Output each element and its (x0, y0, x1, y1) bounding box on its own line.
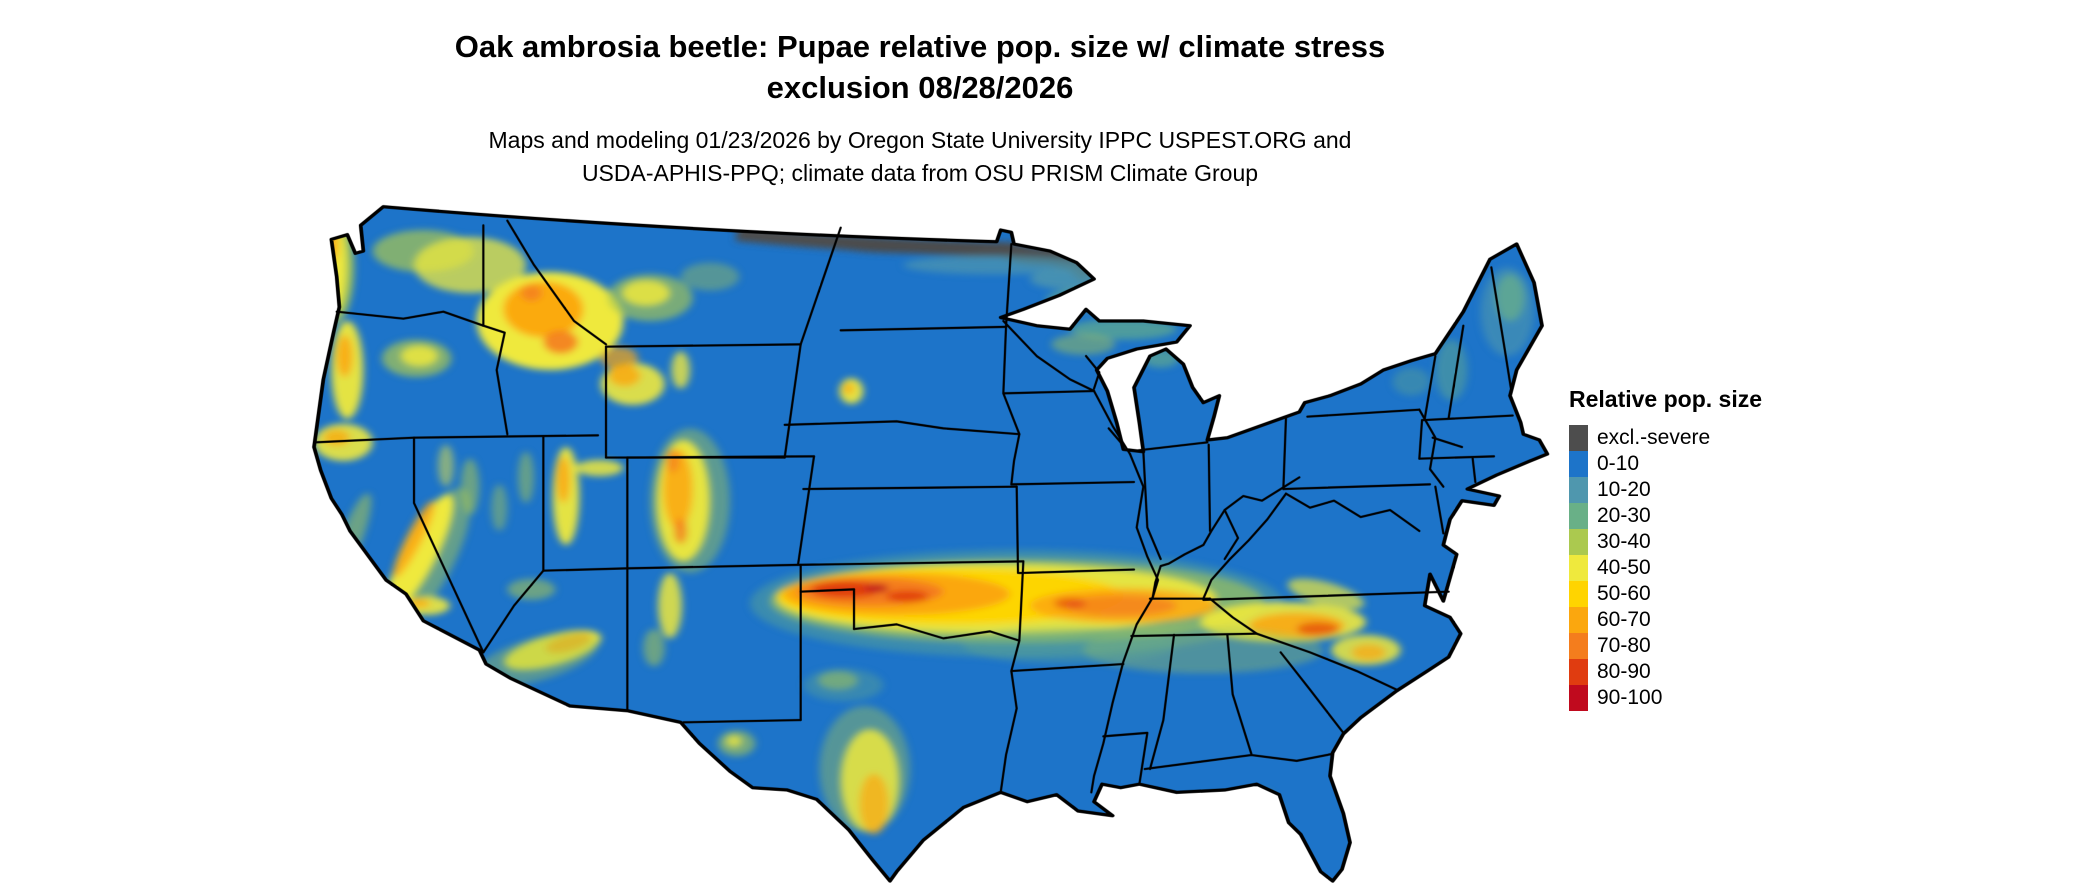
legend-item-label: 10-20 (1597, 478, 1651, 501)
legend-item-label: 80-90 (1597, 660, 1651, 683)
legend-item: 60-70 (1569, 607, 1762, 633)
legend-swatch (1569, 503, 1588, 529)
legend-item: 70-80 (1569, 633, 1762, 659)
legend-item-label: 50-60 (1597, 582, 1651, 605)
legend-swatch (1569, 477, 1588, 503)
legend-item: 50-60 (1569, 581, 1762, 607)
legend-item-label: 0-10 (1597, 452, 1640, 475)
legend-swatch (1569, 659, 1588, 685)
legend-item-label: 90-100 (1597, 686, 1663, 709)
legend-item: 10-20 (1569, 477, 1762, 503)
legend-item: excl.-severe (1569, 425, 1762, 451)
legend-swatch (1569, 529, 1588, 555)
state-borders (315, 221, 1512, 793)
legend-swatch (1569, 425, 1588, 451)
legend-swatch (1569, 633, 1588, 659)
legend-swatch (1569, 607, 1588, 633)
legend-swatch (1569, 581, 1588, 607)
subtitle-line1: Maps and modeling 01/23/2026 by Oregon S… (488, 127, 1352, 153)
header: Oak ambrosia beetle: Pupae relative pop.… (0, 26, 1840, 190)
legend-items: excl.-severe 0-10 10-20 20-30 30-40 40-50 50-6… (1569, 425, 1762, 711)
us-map (312, 204, 1550, 883)
legend-item-label: 60-70 (1597, 608, 1651, 631)
legend-item: 90-100 (1569, 685, 1762, 711)
legend-swatch (1569, 451, 1588, 477)
legend-item-label: excl.-severe (1597, 426, 1711, 449)
legend-item: 80-90 (1569, 659, 1762, 685)
legend-title: Relative pop. size (1569, 386, 1763, 412)
page-title-line1: Oak ambrosia beetle: Pupae relative pop.… (454, 29, 1386, 64)
legend-item-label: 20-30 (1597, 504, 1651, 527)
legend-item: 30-40 (1569, 529, 1762, 555)
legend-item: 20-30 (1569, 503, 1762, 529)
legend-swatch (1569, 555, 1588, 581)
legend-item-label: 30-40 (1597, 530, 1651, 553)
legend-item: 40-50 (1569, 555, 1762, 581)
subtitle: Maps and modeling 01/23/2026 by Oregon S… (0, 124, 1840, 190)
subtitle-line2: USDA-APHIS-PPQ; climate data from OSU PR… (581, 160, 1259, 186)
legend-swatch (1569, 685, 1588, 711)
legend-item-label: 70-80 (1597, 634, 1651, 657)
legend-item-label: 40-50 (1597, 556, 1651, 579)
page-title-line2: exclusion 08/28/2026 (766, 70, 1074, 105)
legend-item: 0-10 (1569, 451, 1762, 477)
population-raster (314, 206, 1548, 881)
legend: Relative pop. size excl.-severe 0-10 10-20… (1569, 386, 1762, 711)
